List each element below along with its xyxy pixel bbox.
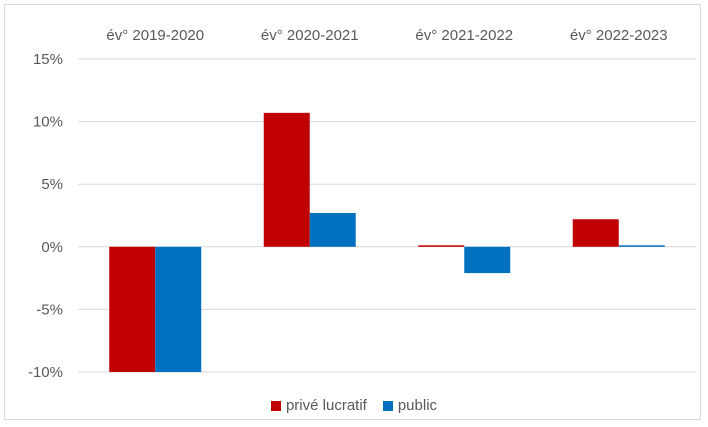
bar-public — [464, 246, 511, 274]
bar-prive-lucratif — [109, 246, 156, 372]
category-label: év° 2020-2021 — [261, 27, 359, 44]
legend-swatch-series-2 — [382, 400, 393, 411]
category-label: év° 2019-2020 — [106, 27, 204, 44]
legend-label-series-2: public — [397, 397, 438, 414]
legend-swatch-series-1 — [270, 400, 281, 411]
y-axis-tick-labels: -10% -5% 0% 5% 10% 15% — [28, 51, 63, 381]
bar-public — [155, 246, 202, 372]
legend: privé lucratif public — [0, 397, 708, 414]
category-label: év° 2021-2022 — [415, 27, 513, 44]
legend-label-series-1: privé lucratif — [285, 397, 367, 414]
y-tick-label: 15% — [33, 51, 63, 68]
legend-item-series-1: privé lucratif — [270, 397, 367, 414]
category-labels: év° 2019-2020 év° 2020-2021 év° 2021-2022 é… — [106, 27, 667, 44]
y-tick-label: -5% — [36, 301, 63, 318]
legend-item-series-2: public — [382, 397, 438, 414]
bar-public — [309, 212, 356, 247]
bar-prive-lucratif — [263, 112, 310, 247]
y-tick-label: 5% — [41, 176, 63, 193]
bars — [109, 112, 665, 372]
y-tick-label: -10% — [28, 364, 63, 381]
y-tick-label: 10% — [33, 114, 63, 131]
bar-prive-lucratif — [418, 245, 465, 247]
y-tick-label: 0% — [41, 239, 63, 256]
bar-prive-lucratif — [572, 219, 619, 247]
category-label: év° 2022-2023 — [570, 27, 668, 44]
bar-public — [618, 245, 665, 247]
